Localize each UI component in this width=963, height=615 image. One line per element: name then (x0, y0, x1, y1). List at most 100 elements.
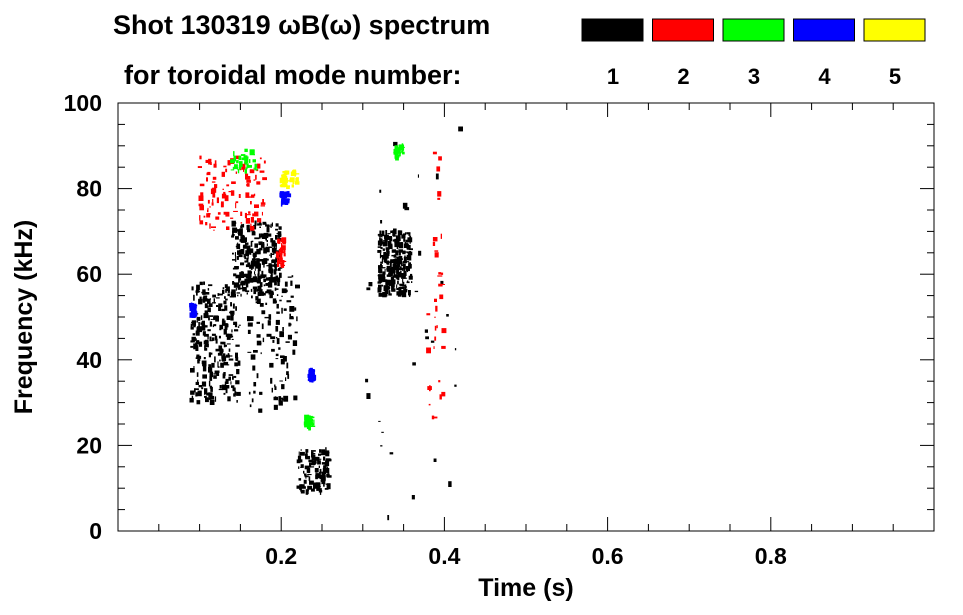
spectrum-point (263, 233, 266, 238)
spectrum-point (202, 331, 206, 336)
spectrum-point (251, 295, 253, 299)
spectrum-point (378, 420, 381, 422)
spectrum-point (294, 172, 296, 177)
spectrum-point (273, 396, 278, 401)
spectrum-point (235, 274, 241, 279)
spectrum-point (286, 362, 289, 369)
spectrum-point (387, 241, 392, 247)
spectrum-point (244, 148, 248, 152)
spectrum-point (199, 281, 203, 286)
spectrum-point (246, 250, 248, 253)
spectrum-point (224, 284, 228, 289)
spectrum-point (203, 295, 208, 298)
spectrum-point (237, 284, 241, 290)
axis-ticks (118, 102, 934, 532)
spectrum-point (216, 372, 220, 376)
spectrum-point (228, 348, 231, 352)
spectrum-point (201, 324, 206, 331)
spectrum-point (250, 260, 256, 266)
spectrum-point (257, 277, 261, 284)
spectrum-point (414, 290, 419, 293)
spectrum-point (308, 459, 313, 463)
spectrum-point (267, 282, 273, 288)
spectrum-point (230, 302, 232, 307)
spectrum-point (389, 293, 392, 296)
spectrum-point (208, 367, 212, 373)
spectrum-point (275, 275, 279, 282)
spectrum-point (325, 460, 330, 466)
spectrum-point (304, 465, 310, 470)
spectrum-point (218, 293, 223, 296)
spectrum-point (239, 276, 242, 281)
spectrum-point (222, 287, 225, 290)
spectrum-point (307, 422, 310, 428)
spectrum-point (253, 179, 256, 181)
spectrum-point (225, 211, 230, 217)
spectrum-point (233, 283, 238, 288)
spectrum-point (391, 249, 396, 253)
spectrum-point (391, 272, 395, 274)
spectrum-point (207, 329, 211, 332)
spectrum-point (207, 307, 211, 313)
spectrum-point (316, 485, 320, 491)
spectrum-point (283, 260, 287, 262)
spectrum-point (368, 282, 373, 287)
spectrum-point (205, 292, 210, 295)
spectrum-point (277, 258, 279, 265)
spectrum-point (254, 265, 256, 271)
spectrum-point (392, 231, 396, 237)
spectrum-point (207, 288, 210, 291)
spectrum-point (321, 462, 327, 465)
spectrum-point (236, 292, 241, 294)
spectrum-point (312, 463, 315, 466)
spectrum-point (322, 468, 328, 473)
spectrum-point (404, 251, 410, 253)
spectrum-point (417, 174, 419, 178)
spectrum-point (281, 174, 284, 177)
spectrum-point (271, 259, 276, 264)
spectrum-point (212, 294, 216, 298)
spectrum-point (271, 222, 273, 227)
spectrum-point (291, 275, 294, 278)
spectrum-point (240, 211, 243, 216)
spectrum-point (235, 344, 240, 347)
spectrum-point (225, 378, 229, 384)
spectrum-point (256, 181, 261, 185)
spectrum-point (392, 264, 397, 268)
spectrum-point (221, 308, 226, 312)
legend-swatch-1 (581, 18, 644, 42)
spectrum-point (309, 462, 312, 468)
spectrum-point (400, 292, 401, 296)
spectrum-point (238, 194, 241, 198)
spectrum-point (394, 156, 398, 159)
spectrum-point (197, 390, 202, 397)
spectrum-point (398, 286, 402, 293)
spectrum-point (234, 362, 238, 367)
spectrum-point (378, 274, 383, 280)
spectrum-point (299, 484, 302, 491)
spectrum-point (379, 243, 382, 247)
spectrum-point (201, 320, 205, 326)
spectrum-point (286, 180, 291, 182)
spectrum-point (263, 278, 266, 283)
spectrum-point (261, 211, 263, 216)
spectrum-point (282, 239, 286, 245)
spectrum-point (262, 221, 267, 225)
spectrum-point (395, 271, 398, 273)
spectrum-point (235, 155, 241, 160)
spectrum-point (282, 327, 284, 332)
spectrum-point (281, 295, 283, 297)
spectrum-point (440, 280, 444, 285)
spectrum-point (437, 191, 442, 197)
spectrum-point (190, 390, 195, 395)
spectrum-point (255, 301, 258, 304)
spectrum-point (454, 384, 457, 387)
spectrum-point (402, 268, 404, 272)
spectrum-point (249, 169, 255, 174)
spectrum-point (268, 277, 271, 280)
spectrum-point (290, 295, 294, 298)
spectrum-point (210, 386, 213, 392)
spectrum-point (214, 370, 220, 373)
spectrum-point (295, 284, 300, 289)
spectrum-point (190, 340, 195, 343)
